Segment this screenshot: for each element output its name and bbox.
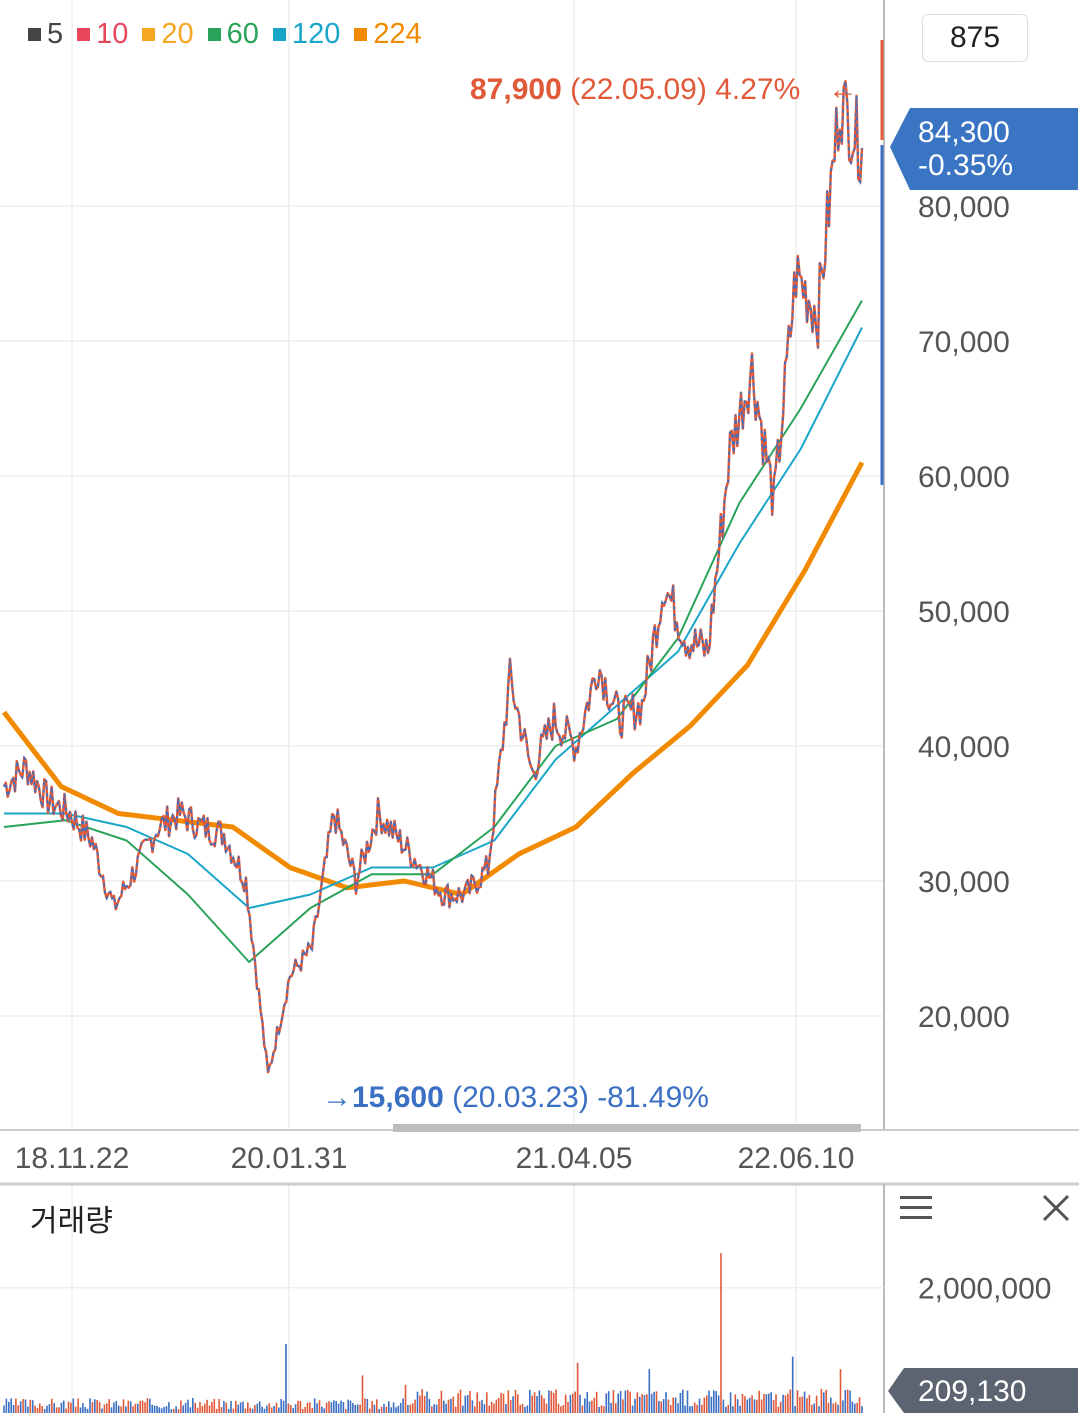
low-date: (20.03.23) [452,1081,597,1114]
price-tick-label: 80,000 [918,191,1010,224]
grid-lines [0,0,884,1413]
legend-swatch [142,28,156,41]
price-tick-label: 50,000 [918,596,1010,629]
legend-item-60[interactable]: 60 [207,18,259,51]
legend-swatch [77,28,91,41]
ma-line-224 [2,461,865,897]
legend-label: 10 [96,18,129,50]
price-tick-label: 60,000 [918,461,1010,494]
price-tick-label: 70,000 [918,326,1010,359]
high-annotation: 87,900 (22.05.09) 4.27% [470,73,800,106]
price-line-up [2,79,864,1074]
legend-item-20[interactable]: 20 [142,18,194,51]
legend-label: 120 [291,18,341,50]
chart-scrollbar[interactable] [393,1124,861,1132]
price-line-down [3,80,863,1073]
x-tick-label: 21.04.05 [516,1142,633,1175]
legend-label: 224 [373,18,422,50]
legend-item-5[interactable]: 5 [28,18,63,51]
price-tick-label: 40,000 [918,731,1010,764]
ma-line-120 [4,327,863,909]
low-arrow-icon: → [322,1081,352,1114]
ma-legend[interactable]: 5 10 20 60 120 224 [28,18,422,51]
legend-label: 20 [161,18,194,50]
current-price: 84,300 [918,116,1010,149]
legend-swatch [207,28,221,41]
current-volume-badge [888,1368,1078,1413]
high-date: (22.05.09) [570,73,715,106]
volume-tick-label: 2,000,000 [918,1273,1051,1306]
legend-swatch [28,28,41,41]
current-volume: 209,130 [918,1375,1026,1408]
legend-label: 60 [226,18,259,50]
low-pct: -81.49% [597,1081,709,1114]
legend-item-224[interactable]: 224 [354,18,422,51]
legend-swatch [272,28,286,41]
x-tick-label: 22.06.10 [738,1142,855,1175]
price-tick-label: 20,000 [918,1001,1010,1034]
high-arrow-icon: ← [828,73,858,106]
high-pct: 4.27% [715,73,800,106]
menu-icon[interactable] [900,1196,932,1222]
current-change: -0.35% [918,149,1013,182]
period-selector[interactable]: 875 [922,14,1028,62]
legend-swatch [354,28,368,41]
x-tick-label: 18.11.22 [15,1142,130,1175]
legend-item-10[interactable]: 10 [77,18,128,51]
price-tick-label: 30,000 [918,866,1010,899]
close-icon[interactable] [1040,1192,1072,1224]
ma-line-60 [3,300,863,963]
low-annotation: →15,600 (20.03.23) -81.49% [322,1081,709,1114]
legend-label: 5 [47,18,64,50]
volume-title: 거래량 [30,1205,113,1238]
high-value: 87,900 [470,73,570,106]
x-tick-label: 20.01.31 [231,1142,348,1175]
current-price-badge [890,108,1078,190]
legend-item-120[interactable]: 120 [272,18,341,51]
low-value: 15,600 [352,1081,452,1114]
